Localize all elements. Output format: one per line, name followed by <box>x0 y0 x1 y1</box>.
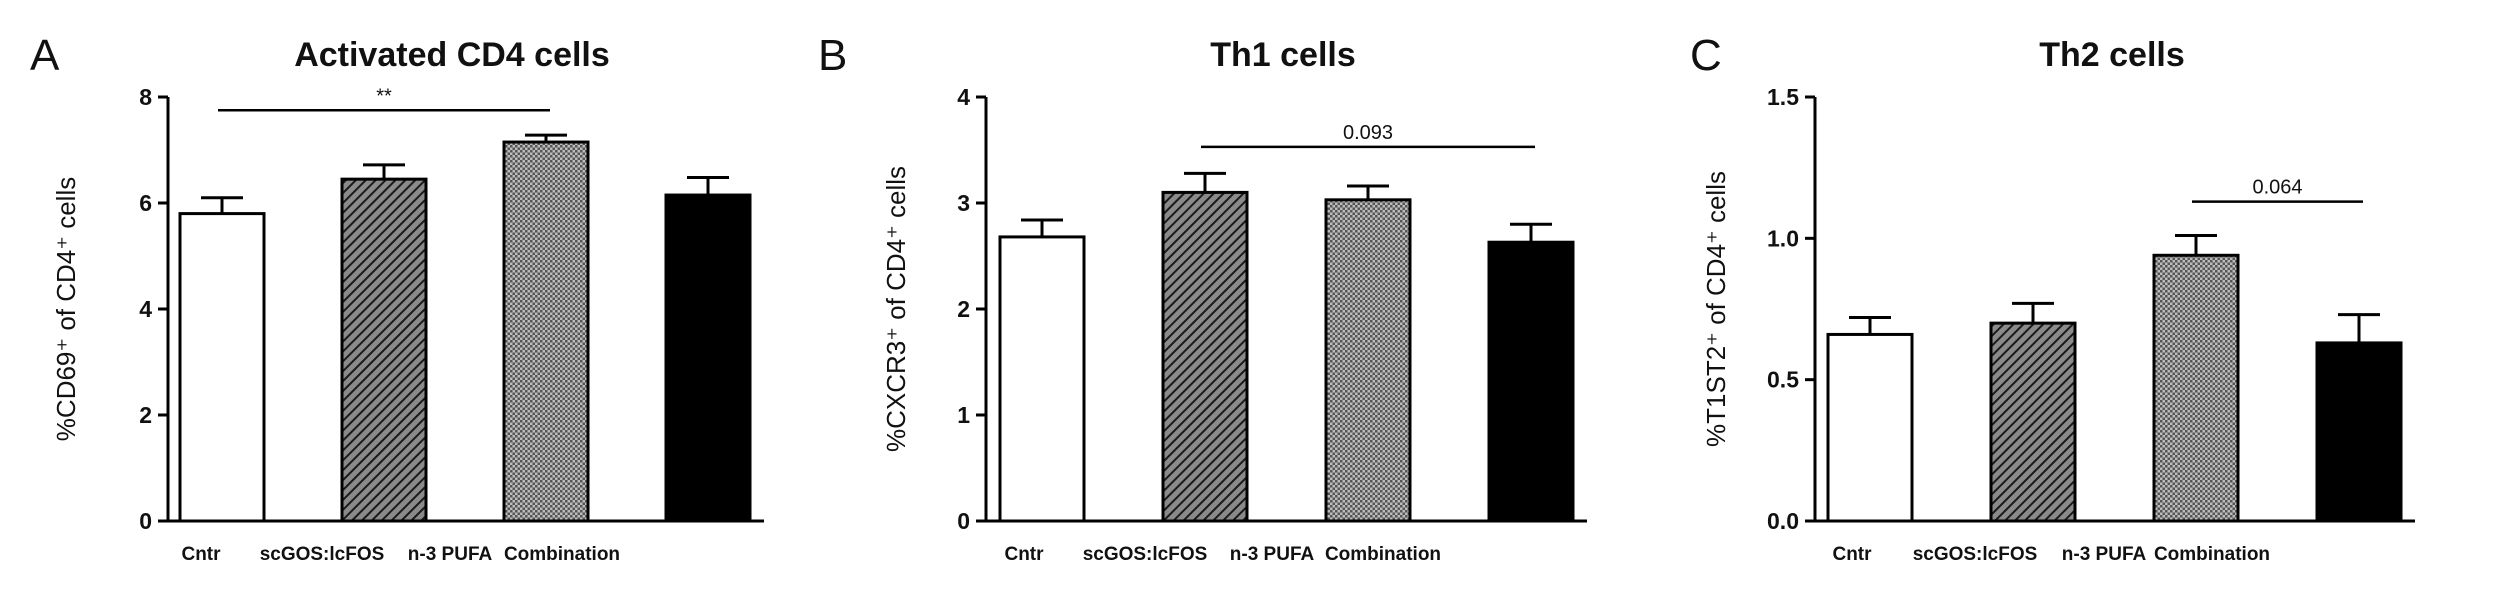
panel-letter: C <box>1690 31 1722 80</box>
x-category-label: Combination <box>2154 544 2270 565</box>
panel-B: B Th1 cells %CXCR3⁺ of CD4⁺ cells 0 1 2 3 4 Cntr… <box>818 31 1587 565</box>
x-category-label: n-3 PUFA <box>408 544 493 565</box>
y-tick-label: 6 <box>139 190 152 216</box>
y-tick-label: 0 <box>957 508 970 534</box>
y-axis-label: %CXCR3⁺ of CD4⁺ cells <box>881 166 911 452</box>
x-category-label: scGOS:lcFOS <box>260 544 385 565</box>
bar-2 <box>340 177 428 523</box>
bar-2 <box>1161 190 1249 523</box>
x-category-label: Cntr <box>181 544 221 565</box>
x-category-label: Cntr <box>1004 544 1044 565</box>
panel-letter: A <box>30 31 60 80</box>
panel-A: A Activated CD4 cells %CD69⁺ of CD4⁺ cells… <box>30 31 764 565</box>
y-tick-label: 3 <box>957 190 970 216</box>
y-axis-label: %CD69⁺ of CD4⁺ cells <box>51 177 81 441</box>
x-category-label: n-3 PUFA <box>1230 544 1315 565</box>
chart-title: Th2 cells <box>2039 36 2185 74</box>
bar-3 <box>1324 198 1412 523</box>
bar-1 <box>178 212 266 523</box>
y-tick-label: 1 <box>957 402 970 428</box>
panel-C: C Th2 cells %T1ST2⁺ of CD4⁺ cells 0.0 0.5 1.0… <box>1690 31 2415 565</box>
panel-letter: B <box>818 31 847 80</box>
bar-4 <box>1487 240 1575 523</box>
significance-label: 0.093 <box>1343 122 1393 144</box>
significance-label: ** <box>376 85 392 107</box>
bar-1 <box>1826 332 1914 523</box>
bar-1 <box>998 235 1086 523</box>
x-category-label: scGOS:lcFOS <box>1913 544 2038 565</box>
bar-4 <box>2315 341 2403 523</box>
y-axis-label: %T1ST2⁺ of CD4⁺ cells <box>1701 171 1731 447</box>
chart-title: Th1 cells <box>1210 36 1356 74</box>
x-category-label: n-3 PUFA <box>2062 544 2147 565</box>
bar-3 <box>502 140 590 523</box>
y-tick-label: 8 <box>139 84 152 110</box>
y-tick-label: 0 <box>139 508 152 534</box>
bar-4 <box>664 193 752 523</box>
y-tick-label: 4 <box>139 296 152 322</box>
x-category-label: scGOS:lcFOS <box>1083 544 1208 565</box>
y-tick-label: 2 <box>139 402 152 428</box>
y-tick-label: 2 <box>957 296 970 322</box>
bar-2 <box>1989 321 2077 523</box>
x-category-label: Combination <box>504 544 620 565</box>
y-tick-label: 1.5 <box>1767 84 1799 110</box>
x-category-label: Cntr <box>1832 544 1872 565</box>
y-tick-label: 4 <box>957 84 970 110</box>
y-tick-label: 1.0 <box>1767 225 1799 251</box>
y-tick-label: 0.5 <box>1767 367 1799 393</box>
x-category-label: Combination <box>1325 544 1441 565</box>
y-tick-label: 0.0 <box>1767 508 1799 534</box>
significance-label: 0.064 <box>2252 177 2302 199</box>
bar-3 <box>2152 253 2240 523</box>
chart-title: Activated CD4 cells <box>294 36 610 74</box>
